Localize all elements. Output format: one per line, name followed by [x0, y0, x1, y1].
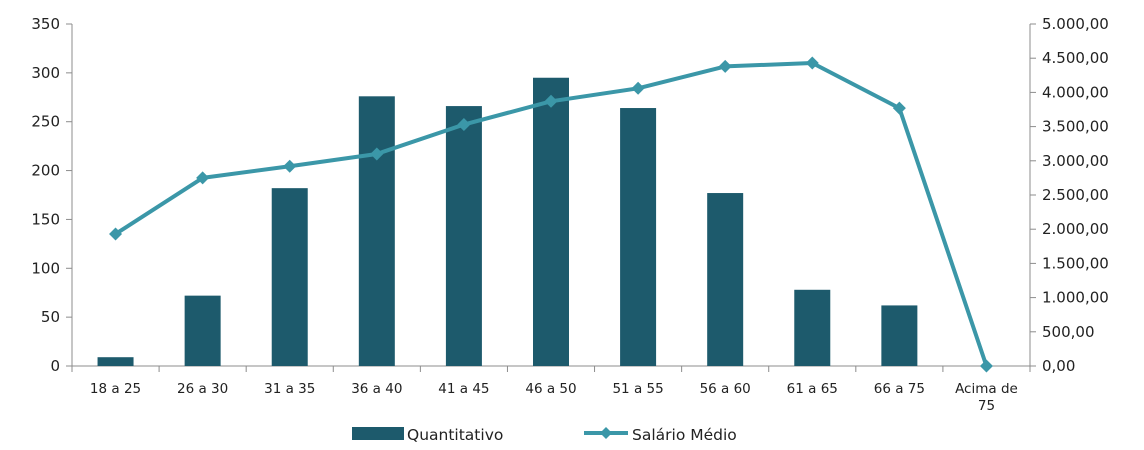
right-axis-tick-label: 1.500,00 — [1042, 254, 1109, 272]
x-axis-tick-label: 56 a 60 — [700, 381, 751, 397]
left-axis-tick-label: 150 — [31, 210, 60, 228]
bar-quantitativo — [620, 108, 657, 366]
x-axis-tick-label: 66 a 75 — [874, 381, 925, 397]
line-point-salario-medio — [457, 118, 471, 132]
x-axis-tick-label: 41 a 45 — [438, 381, 489, 397]
line-point-salario-medio — [805, 56, 819, 70]
bar-quantitativo — [358, 96, 395, 367]
right-axis-tick-label: 2.000,00 — [1042, 220, 1109, 238]
x-axis-tick-label: 61 a 65 — [787, 381, 838, 397]
x-axis-tick-label: 18 a 25 — [90, 381, 141, 397]
left-axis-tick-label: 0 — [50, 357, 60, 375]
right-axis-tick-label: 3.000,00 — [1042, 152, 1109, 170]
bar-quantitativo — [707, 193, 744, 366]
legend-marker-salario-medio — [600, 427, 612, 439]
line-point-salario-medio — [109, 227, 123, 241]
legend-swatch-quantitativo — [352, 427, 404, 440]
line-point-salario-medio — [892, 101, 906, 115]
bar-quantitativo — [533, 77, 569, 366]
bar-quantitativo — [794, 289, 831, 366]
left-axis-tick-label: 300 — [31, 64, 60, 82]
x-axis-tick-label: 31 a 35 — [264, 381, 315, 397]
bar-quantitativo — [271, 188, 308, 366]
bar-quantitativo — [184, 295, 221, 366]
bar-quantitativo — [881, 305, 918, 366]
x-axis-tick-label: 26 a 30 — [177, 381, 228, 397]
line-point-salario-medio — [718, 59, 732, 73]
bar-quantitativo — [445, 106, 482, 366]
line-point-salario-medio — [979, 359, 993, 373]
right-axis-tick-label: 4.000,00 — [1042, 83, 1109, 101]
right-axis-tick-label: 500,00 — [1042, 323, 1095, 341]
right-axis-tick-label: 3.500,00 — [1042, 118, 1109, 136]
left-axis-tick-label: 100 — [31, 259, 60, 277]
legend-label-quantitativo: Quantitativo — [407, 426, 503, 444]
line-point-salario-medio — [196, 171, 210, 185]
right-axis-tick-label: 1.000,00 — [1042, 289, 1109, 307]
x-axis-tick-label: 36 a 40 — [351, 381, 402, 397]
line-point-salario-medio — [631, 81, 645, 95]
x-axis-tick-label: Acima de 75 — [955, 381, 1018, 414]
left-axis-tick-label: 350 — [31, 15, 60, 33]
right-axis-tick-label: 4.500,00 — [1042, 49, 1109, 67]
line-point-salario-medio — [283, 159, 297, 173]
x-axis-tick-label: 51 a 55 — [612, 381, 663, 397]
x-axis-tick-label: 46 a 50 — [525, 381, 576, 397]
left-axis-tick-label: 200 — [31, 162, 60, 180]
right-axis-tick-label: 0,00 — [1042, 357, 1075, 375]
left-axis-tick-label: 50 — [41, 308, 60, 326]
right-axis-tick-label: 2.500,00 — [1042, 186, 1109, 204]
legend-label-salario-medio: Salário Médio — [632, 426, 737, 444]
right-axis-tick-label: 5.000,00 — [1042, 15, 1109, 33]
left-axis-tick-label: 250 — [31, 113, 60, 131]
bar-quantitativo — [97, 357, 134, 366]
line-point-salario-medio — [370, 147, 384, 161]
line-point-salario-medio — [544, 94, 558, 108]
